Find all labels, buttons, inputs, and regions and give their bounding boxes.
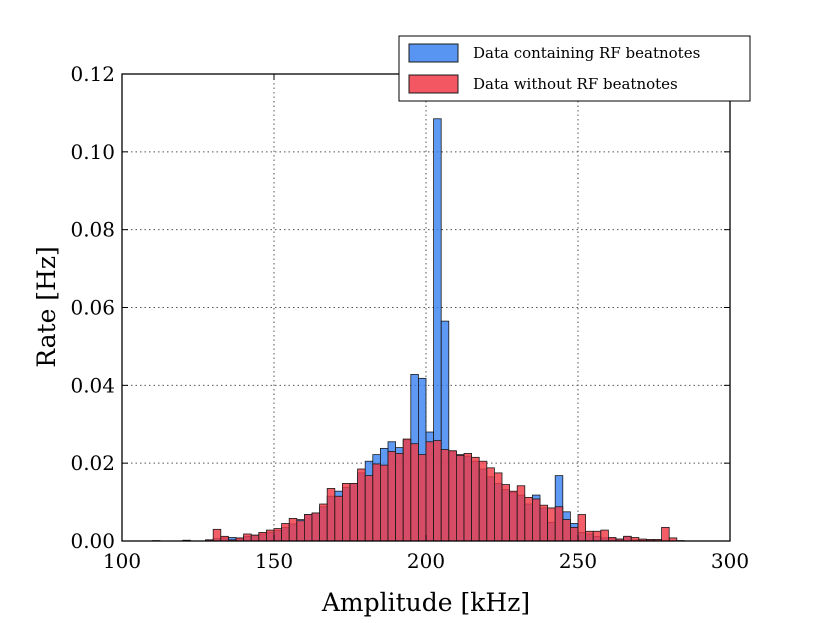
- histogram-bar: [433, 440, 442, 542]
- histogram-bar: [326, 488, 336, 542]
- histogram-bar: [357, 468, 366, 542]
- histogram-bar: [250, 534, 260, 542]
- histogram-bar: [486, 467, 495, 542]
- legend-swatch-without-rf: [408, 74, 459, 94]
- histogram-bar: [539, 504, 548, 542]
- histogram-bar: [547, 507, 556, 542]
- histogram-bar: [243, 533, 252, 542]
- histogram-bar: [532, 498, 541, 542]
- histogram-bar: [319, 503, 328, 542]
- histogram-bar: [524, 497, 533, 542]
- y-tick-label: 0.02: [70, 451, 115, 475]
- histogram-bar: [379, 464, 389, 542]
- histogram-bar: [273, 528, 282, 542]
- x-tick-labels: 100 150 200 250 300: [103, 549, 749, 573]
- histogram-bar: [372, 463, 381, 542]
- histogram-bar: [570, 526, 579, 542]
- histogram-bar: [448, 450, 457, 542]
- histogram-bar: [501, 484, 510, 542]
- histogram-bar: [455, 454, 465, 542]
- legend: Data containing RF beatnotes Data withou…: [398, 35, 751, 102]
- y-axis-title: Rate [Hz]: [32, 246, 61, 368]
- y-tick-label: 0.10: [70, 140, 115, 164]
- histogram-bar: [402, 438, 412, 542]
- x-tick-label: 250: [559, 549, 597, 573]
- histogram-bar: [288, 518, 298, 542]
- histogram-bar: [349, 483, 358, 542]
- histogram-bar: [425, 441, 434, 542]
- y-tick-label: 0.06: [70, 296, 115, 320]
- histogram-bar: [478, 460, 488, 542]
- axis-ticks: [121, 73, 731, 542]
- histogram-bar: [364, 475, 374, 542]
- y-tick-label: 0.12: [70, 62, 115, 86]
- histogram-bar: [493, 472, 503, 542]
- series-without-rf-bars: [205, 438, 685, 542]
- x-axis-title: Amplitude [kHz]: [321, 588, 530, 617]
- gridlines: [122, 74, 730, 541]
- y-tick-label: 0.00: [70, 529, 115, 553]
- legend-label-without-rf: Data without RF beatnotes: [473, 75, 678, 93]
- histogram-bar: [258, 532, 267, 542]
- histogram-bar: [341, 483, 351, 542]
- histogram-bar: [440, 449, 450, 542]
- histogram-bar: [311, 512, 320, 542]
- legend-swatch-containing-rf: [408, 43, 459, 63]
- histogram-bar: [661, 526, 670, 542]
- x-tick-label: 200: [407, 549, 445, 573]
- histogram-bar: [387, 451, 396, 542]
- histogram-bar: [509, 490, 518, 542]
- x-tick-label: 100: [103, 549, 141, 573]
- histogram-bar: [296, 520, 305, 542]
- legend-label-containing-rf: Data containing RF beatnotes: [473, 44, 700, 62]
- histogram-bar: [623, 535, 632, 542]
- histogram-bar: [554, 506, 564, 542]
- y-tick-label: 0.08: [70, 218, 115, 242]
- histogram-bar: [471, 456, 480, 542]
- histogram-bar: [220, 535, 229, 542]
- y-tick-label: 0.04: [70, 373, 115, 397]
- histogram-bar: [265, 529, 275, 542]
- histogram-bar: [410, 443, 419, 542]
- y-tick-labels: 0.00 0.02 0.04 0.06 0.08 0.10 0.12: [70, 62, 115, 553]
- histogram-bar: [585, 530, 594, 542]
- histogram-bar: [417, 454, 427, 542]
- histogram-bar: [516, 485, 526, 542]
- histogram-bar: [463, 453, 472, 542]
- histogram-bar: [600, 529, 609, 542]
- histogram-bar: [592, 530, 602, 542]
- histogram-bar: [281, 523, 290, 542]
- histogram-bar: [562, 519, 571, 542]
- histogram-bar: [212, 528, 222, 542]
- x-tick-label: 150: [255, 549, 293, 573]
- histogram-bar: [334, 495, 343, 542]
- histogram-bar: [303, 514, 313, 542]
- x-tick-label: 300: [711, 549, 749, 573]
- histogram-bar: [395, 453, 404, 542]
- histogram-bar: [577, 514, 586, 542]
